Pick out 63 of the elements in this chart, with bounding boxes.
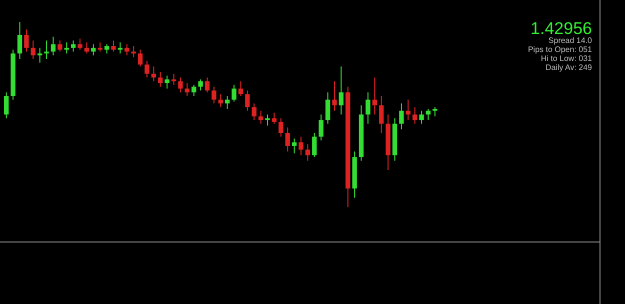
candlestick — [265, 114, 270, 126]
candlestick — [24, 28, 29, 52]
candlestick — [124, 44, 130, 56]
candlestick — [78, 38, 82, 50]
candlestick — [44, 40, 49, 60]
candlestick — [58, 40, 62, 52]
candlestick — [158, 71, 163, 88]
candlestick — [338, 66, 344, 115]
candlestick — [258, 110, 264, 124]
candlestick — [212, 86, 216, 104]
candlestick — [118, 42, 123, 54]
candlestick — [312, 132, 317, 158]
candlestick — [204, 77, 210, 93]
candlestick — [366, 92, 370, 124]
candlestick — [4, 92, 9, 119]
annotation: Pips to Open: 051 — [528, 45, 593, 54]
candlestick — [224, 96, 230, 110]
candlestick — [98, 42, 102, 52]
candlestick — [379, 96, 384, 134]
candlestick — [184, 82, 190, 96]
candlestick — [178, 77, 183, 93]
candlestick — [298, 136, 304, 156]
candlestick — [30, 40, 36, 60]
candlestick — [292, 138, 297, 154]
candlestick — [272, 112, 277, 124]
candlestick — [50, 36, 56, 56]
candlestick — [131, 46, 136, 58]
candlestick — [245, 90, 250, 112]
candlestick — [151, 66, 156, 82]
candlestick — [84, 42, 90, 54]
candlestick — [318, 114, 324, 141]
candlestick — [372, 77, 378, 115]
candlestick — [238, 80, 244, 96]
annotation: Hi to Low: 031 — [540, 54, 593, 63]
candlestick — [305, 144, 310, 162]
candlestick — [198, 78, 203, 91]
candlestick — [419, 110, 424, 124]
candlestick — [192, 84, 196, 96]
candlestick — [278, 118, 284, 138]
candlestick — [325, 92, 330, 124]
candlestick — [412, 106, 418, 124]
candlestick — [232, 84, 236, 102]
candlestick — [164, 75, 170, 90]
candlestick — [332, 80, 337, 112]
candlestick — [426, 108, 431, 121]
candlestick — [70, 40, 76, 52]
candlestick — [218, 94, 223, 108]
candlestick — [144, 60, 150, 78]
candlestick — [406, 99, 410, 121]
annotation: Spread 14.0 — [548, 36, 593, 45]
candlestick — [17, 22, 22, 60]
candlestick — [104, 44, 110, 54]
candlestick — [37, 47, 42, 64]
candlestick — [64, 42, 69, 54]
candlestick — [91, 44, 96, 56]
candlestick — [138, 49, 143, 67]
candlestick — [285, 126, 290, 152]
annotation: Daily Av: 249 — [545, 63, 593, 72]
candlestick — [432, 106, 438, 117]
candlestick — [111, 40, 116, 52]
candlestick — [252, 102, 256, 121]
annotation: 1.42956 — [530, 19, 592, 38]
candlestick — [399, 102, 404, 130]
